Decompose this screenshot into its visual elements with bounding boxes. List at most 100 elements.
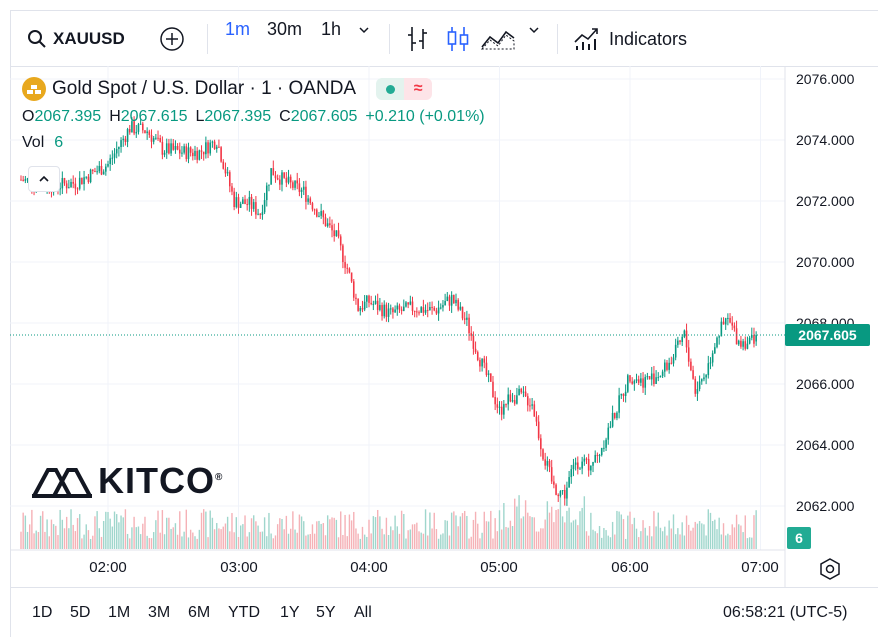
candle-body — [650, 373, 653, 380]
volume-bar — [670, 528, 673, 549]
volume-bar — [233, 532, 235, 549]
range-3m-button[interactable]: 3M — [148, 604, 171, 621]
volume-bar — [124, 509, 127, 549]
candle-body — [724, 318, 727, 325]
candle-body — [450, 294, 453, 306]
candle-body — [170, 143, 172, 154]
volume-bar — [102, 520, 105, 549]
open-key: O — [22, 108, 35, 125]
volume-bar — [601, 537, 603, 549]
volume-bar — [333, 517, 335, 549]
market-status[interactable]: ≈ — [376, 78, 433, 100]
chart-type-dropdown-button[interactable] — [527, 23, 541, 42]
volume-bar — [568, 507, 570, 549]
candle-body — [611, 412, 614, 427]
candle-body — [222, 161, 225, 169]
candle-body — [300, 189, 303, 192]
bar-chart-type-button[interactable] — [405, 25, 431, 58]
candle-body — [637, 379, 640, 383]
candle-body — [664, 362, 666, 372]
volume-bar — [566, 510, 568, 549]
candle-body — [276, 178, 279, 180]
range-5d-button[interactable]: 5D — [70, 604, 91, 621]
volume-bar — [746, 538, 749, 549]
candle-body — [463, 318, 466, 320]
candle-body — [533, 404, 536, 417]
candle-body — [155, 137, 157, 139]
candle-body — [209, 142, 212, 154]
interval-1h-button[interactable]: 1h — [321, 19, 342, 39]
interval-30m-button[interactable]: 30m — [267, 19, 303, 39]
area-chart-type-button[interactable] — [480, 27, 515, 56]
collapse-legend-button[interactable] — [28, 166, 60, 192]
candle-body — [479, 360, 481, 367]
volume-bar — [407, 530, 409, 549]
ohlc-values: O 2067.395 H 2067.615 L 2067.395 C 2067.605 … — [22, 106, 485, 128]
candle-body — [115, 149, 118, 154]
volume-bar — [442, 533, 444, 549]
volume-bar — [253, 515, 255, 549]
interval-dropdown-button[interactable] — [357, 23, 371, 42]
volume-bar — [74, 531, 77, 549]
clock-timezone[interactable]: 06:58:21 (UTC-5) — [723, 604, 848, 621]
volume-bar — [416, 522, 418, 549]
volume-bar — [89, 538, 92, 549]
candle-body — [387, 308, 390, 317]
candle-body — [337, 230, 340, 237]
chart-settings-button[interactable] — [818, 557, 842, 586]
volume-bar — [635, 528, 638, 549]
indicators-button[interactable]: Indicators — [573, 19, 687, 59]
chart-pane[interactable] — [10, 66, 878, 587]
volume-bar — [372, 516, 375, 549]
volume-bar — [200, 512, 203, 549]
candle-body — [20, 179, 22, 181]
toolbar-divider — [389, 24, 390, 54]
volume-bar — [42, 511, 44, 549]
volume-bar — [551, 506, 553, 549]
range-ytd-button[interactable]: YTD — [228, 604, 260, 621]
candle-body — [205, 142, 207, 155]
volume-bar — [22, 512, 24, 549]
symbol-search-button[interactable]: XAUUSD — [27, 19, 125, 59]
volume-bar — [31, 509, 33, 549]
volume-bar — [661, 531, 664, 549]
volume-bar — [644, 527, 646, 549]
candle-body — [268, 184, 270, 186]
compare-symbol-button[interactable] — [159, 19, 185, 59]
candle-body — [459, 306, 462, 310]
interval-1m-button[interactable]: 1m — [225, 19, 251, 39]
range-6m-button[interactable]: 6M — [188, 604, 211, 621]
volume-bar — [651, 536, 653, 549]
volume-bar — [340, 511, 342, 549]
range-1y-button[interactable]: 1Y — [280, 604, 300, 621]
candle-body — [165, 143, 168, 153]
candle-body — [581, 461, 583, 469]
candle-body — [220, 147, 222, 162]
volume-bar — [383, 534, 385, 549]
candle-chart-type-button[interactable] — [445, 25, 471, 58]
volume-bar — [81, 538, 83, 549]
range-all-button[interactable]: All — [354, 604, 372, 621]
volume-bar — [166, 517, 168, 549]
range-1d-button[interactable]: 1D — [32, 604, 53, 621]
volume-bar — [435, 529, 438, 549]
candle-body — [674, 344, 677, 358]
candle-body — [598, 455, 601, 457]
candle-body — [487, 373, 490, 375]
range-5y-button[interactable]: 5Y — [316, 604, 336, 621]
candle-body — [720, 321, 723, 337]
volume-bar — [59, 509, 61, 549]
candle-body — [174, 146, 177, 150]
volume-bar — [257, 525, 259, 549]
volume-bar — [514, 498, 516, 549]
volume-bar — [181, 536, 183, 549]
candle-body — [431, 306, 433, 308]
candles — [20, 116, 757, 506]
volume-bar — [229, 531, 231, 549]
volume-bar — [529, 516, 531, 549]
range-1m-button[interactable]: 1M — [108, 604, 131, 621]
volume-bar — [209, 510, 211, 549]
candle-body — [248, 196, 251, 205]
volume-bar — [52, 524, 55, 549]
volume-bar — [366, 536, 368, 549]
